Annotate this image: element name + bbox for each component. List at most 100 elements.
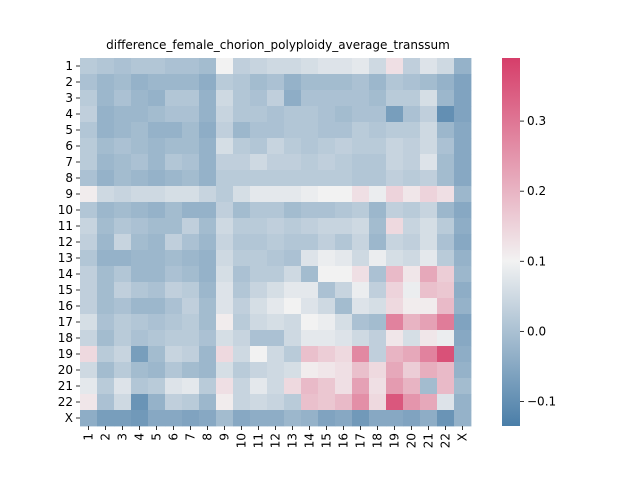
heatmap-cell: [97, 410, 115, 427]
heatmap-cell: [267, 106, 285, 123]
colorbar-tick-label: 0.3: [527, 114, 546, 128]
heatmap-cell: [233, 250, 251, 267]
heatmap-cell: [148, 202, 166, 219]
row-tick-label: X: [65, 411, 73, 425]
col-tick-label: 18: [371, 433, 385, 448]
heatmap-cell: [403, 314, 421, 331]
heatmap-cell: [301, 234, 319, 251]
heatmap-cell: [131, 250, 149, 267]
heatmap-cell: [250, 250, 268, 267]
heatmap-cell: [352, 266, 370, 283]
heatmap-cell: [114, 362, 132, 379]
heatmap-cell: [131, 362, 149, 379]
heatmap-cell: [165, 202, 183, 219]
heatmap-cell: [301, 314, 319, 331]
heatmap-cell: [250, 138, 268, 155]
heatmap-cell: [250, 58, 268, 75]
heatmap-cell: [284, 138, 302, 155]
heatmap-cell: [80, 106, 98, 123]
heatmap-cell: [386, 138, 404, 155]
heatmap-cell: [216, 234, 234, 251]
heatmap-cell: [233, 218, 251, 235]
heatmap-cell: [165, 74, 183, 91]
heatmap-cell: [267, 410, 285, 427]
heatmap-cell: [454, 170, 472, 187]
heatmap-cell: [369, 122, 387, 139]
heatmap-cell: [318, 410, 336, 427]
heatmap-cell: [369, 138, 387, 155]
heatmap-cell: [369, 394, 387, 411]
heatmap-cell: [80, 58, 98, 75]
heatmap-cell: [403, 362, 421, 379]
col-tick-label: 20: [405, 433, 419, 448]
heatmap-cell: [386, 282, 404, 299]
heatmap-cell: [420, 122, 438, 139]
heatmap-cell: [80, 298, 98, 315]
heatmap-cell: [454, 394, 472, 411]
heatmap-cell: [301, 90, 319, 107]
heatmap-cell: [131, 282, 149, 299]
heatmap-cell: [131, 58, 149, 75]
heatmap-cell: [284, 266, 302, 283]
heatmap-cell: [267, 58, 285, 75]
heatmap-cell: [454, 346, 472, 363]
heatmap-cell: [165, 314, 183, 331]
heatmap-cell: [284, 58, 302, 75]
heatmap-cell: [131, 346, 149, 363]
heatmap-cell: [216, 346, 234, 363]
heatmap-cell: [233, 58, 251, 75]
heatmap-cell: [199, 186, 217, 203]
heatmap-cell: [131, 378, 149, 395]
heatmap-cell: [233, 266, 251, 283]
heatmap-cell: [352, 58, 370, 75]
heatmap-cell: [369, 106, 387, 123]
heatmap-cell: [148, 346, 166, 363]
heatmap-cell: [352, 362, 370, 379]
heatmap-cell: [182, 106, 200, 123]
heatmap-cell: [165, 90, 183, 107]
heatmap-cell: [318, 138, 336, 155]
heatmap-cell: [267, 298, 285, 315]
heatmap-cell: [182, 378, 200, 395]
heatmap-cell: [233, 170, 251, 187]
heatmap-cell: [403, 266, 421, 283]
heatmap-cell: [454, 202, 472, 219]
heatmap-cell: [148, 314, 166, 331]
heatmap-cell: [97, 282, 115, 299]
heatmap-cell: [420, 202, 438, 219]
heatmap-cell: [352, 234, 370, 251]
heatmap-cell: [420, 170, 438, 187]
row-tick-label: 17: [58, 315, 73, 329]
heatmap-cell: [403, 186, 421, 203]
heatmap-cell: [454, 234, 472, 251]
heatmap-cell: [148, 250, 166, 267]
row-tick-label: 5: [65, 123, 73, 137]
heatmap-cell: [233, 154, 251, 171]
heatmap-cell: [182, 394, 200, 411]
heatmap-cell: [233, 378, 251, 395]
heatmap-cell: [250, 106, 268, 123]
heatmap-cell: [267, 186, 285, 203]
heatmap-cell: [233, 298, 251, 315]
heatmap-cell: [454, 298, 472, 315]
heatmap-cell: [250, 394, 268, 411]
heatmap-cell: [437, 138, 455, 155]
heatmap-cell: [403, 234, 421, 251]
heatmap-cell: [318, 314, 336, 331]
heatmap-cell: [335, 218, 353, 235]
heatmap-cell: [97, 58, 115, 75]
heatmap-cell: [437, 362, 455, 379]
heatmap-cell: [386, 410, 404, 427]
heatmap-cell: [318, 202, 336, 219]
heatmap-cell: [318, 154, 336, 171]
heatmap-cell: [199, 74, 217, 91]
heatmap-cell: [233, 74, 251, 91]
heatmap-cell: [114, 346, 132, 363]
heatmap-cell: [148, 186, 166, 203]
heatmap-cell: [216, 122, 234, 139]
heatmap-cell: [420, 218, 438, 235]
heatmap-cell: [216, 250, 234, 267]
heatmap-cell: [97, 90, 115, 107]
heatmap-cell: [97, 106, 115, 123]
heatmap-cell: [437, 106, 455, 123]
